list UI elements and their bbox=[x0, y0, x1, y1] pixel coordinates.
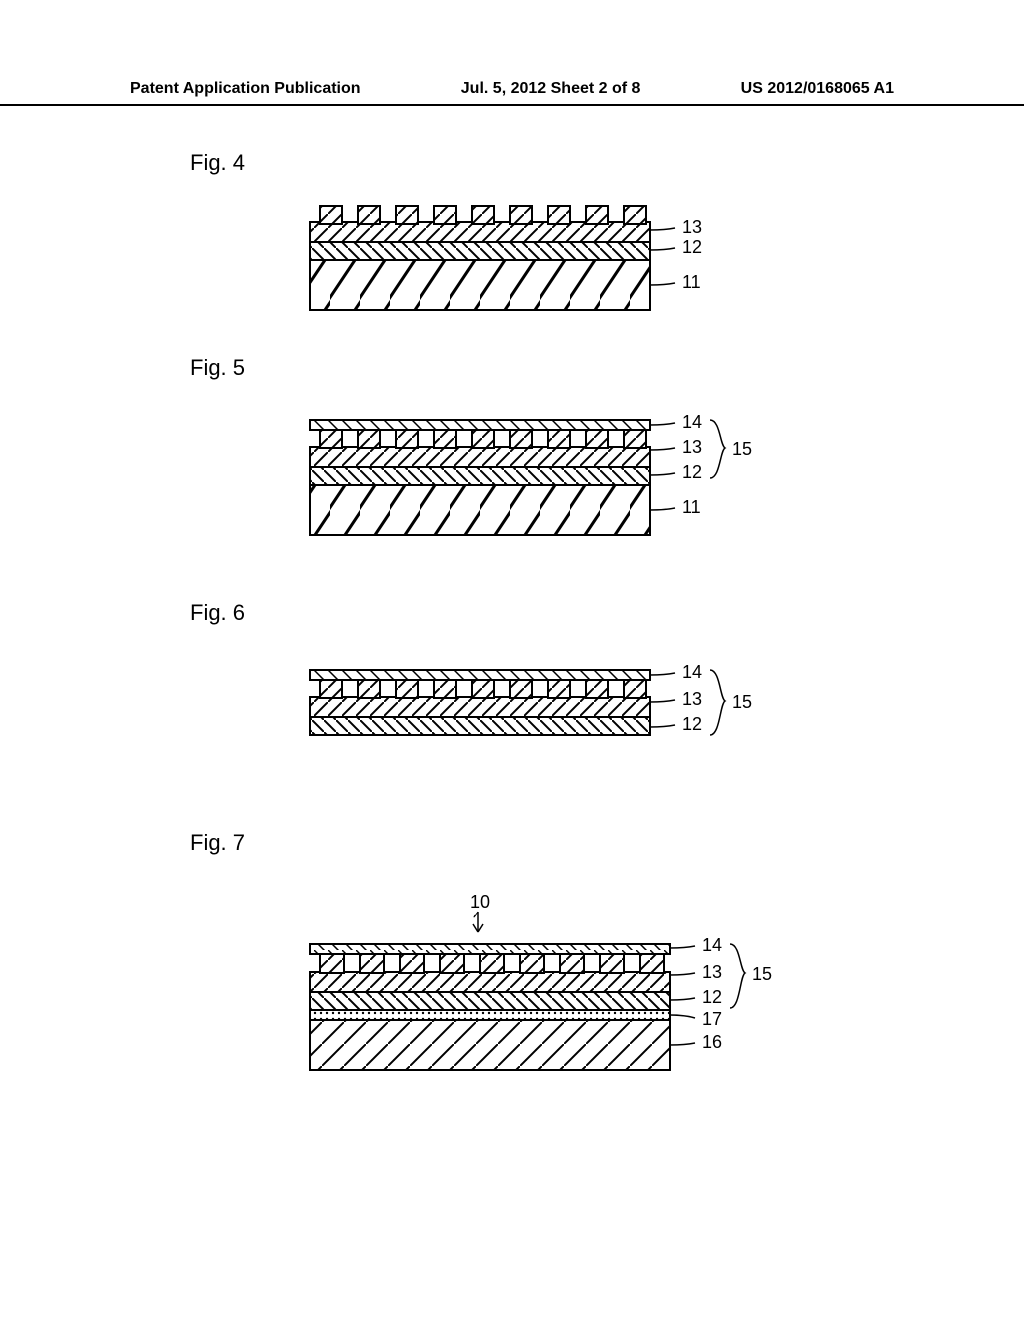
fig7-layer-17: 17 bbox=[702, 1009, 722, 1029]
page-header: Patent Application Publication Jul. 5, 2… bbox=[0, 80, 1024, 106]
page: Patent Application Publication Jul. 5, 2… bbox=[0, 0, 1024, 1320]
fig6-layer-13: 13 bbox=[682, 689, 702, 709]
fig7-layer-13: 13 bbox=[702, 962, 722, 982]
fig4-layer-11: 11 bbox=[682, 272, 701, 292]
fig4-layer-12: 12 bbox=[682, 237, 702, 257]
fig6-layer-12: 12 bbox=[682, 714, 702, 734]
fig7-top-label: 10 bbox=[470, 892, 490, 912]
fig6-diagram: 14 13 12 15 bbox=[300, 660, 800, 760]
fig5-diagram: 14 13 12 11 15 bbox=[300, 410, 800, 560]
header-right: US 2012/0168065 A1 bbox=[741, 80, 894, 98]
fig5-layer-11: 11 bbox=[682, 497, 701, 517]
fig5-brace-15: 15 bbox=[732, 439, 752, 459]
fig5-label: Fig. 5 bbox=[190, 355, 245, 381]
fig7-layer-12: 12 bbox=[702, 987, 722, 1007]
fig5-layer-12: 12 bbox=[682, 462, 702, 482]
fig7-layer-14: 14 bbox=[702, 935, 722, 955]
fig5-layer-13: 13 bbox=[682, 437, 702, 457]
fig5-layer-14: 14 bbox=[682, 412, 702, 432]
fig7-label: Fig. 7 bbox=[190, 830, 245, 856]
fig7-layer-16: 16 bbox=[702, 1032, 722, 1052]
header-left: Patent Application Publication bbox=[130, 80, 361, 98]
fig7-brace-15: 15 bbox=[752, 964, 772, 984]
fig4-label: Fig. 4 bbox=[190, 150, 245, 176]
fig6-label: Fig. 6 bbox=[190, 600, 245, 626]
header-center: Jul. 5, 2012 Sheet 2 of 8 bbox=[461, 80, 641, 98]
fig4-diagram: 13 12 11 bbox=[300, 200, 780, 330]
fig6-brace-15: 15 bbox=[732, 692, 752, 712]
fig6-layer-14: 14 bbox=[682, 662, 702, 682]
fig7-diagram: 10 bbox=[300, 890, 820, 1090]
fig4-layer-13: 13 bbox=[682, 217, 702, 237]
